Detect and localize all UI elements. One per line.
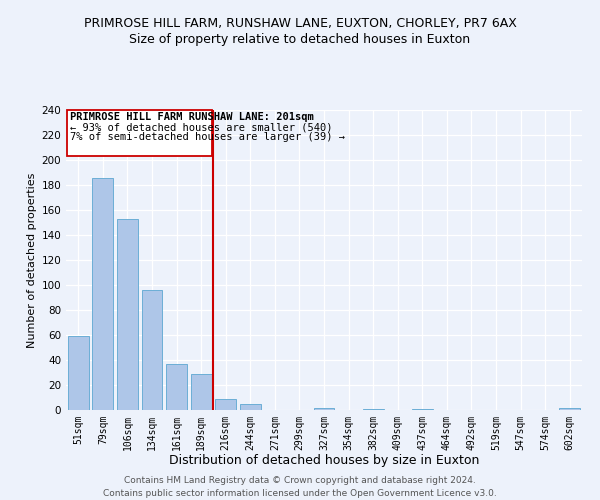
Text: Contains public sector information licensed under the Open Government Licence v3: Contains public sector information licen… <box>103 489 497 498</box>
Y-axis label: Number of detached properties: Number of detached properties <box>27 172 37 348</box>
Bar <box>117 219 138 410</box>
X-axis label: Distribution of detached houses by size in Euxton: Distribution of detached houses by size … <box>169 454 479 468</box>
Bar <box>191 374 212 410</box>
Bar <box>240 404 261 410</box>
Bar <box>166 364 187 410</box>
Bar <box>142 290 163 410</box>
Text: PRIMROSE HILL FARM, RUNSHAW LANE, EUXTON, CHORLEY, PR7 6AX: PRIMROSE HILL FARM, RUNSHAW LANE, EUXTON… <box>83 18 517 30</box>
Bar <box>412 409 433 410</box>
Bar <box>92 178 113 410</box>
Text: 7% of semi-detached houses are larger (39) →: 7% of semi-detached houses are larger (3… <box>70 132 344 142</box>
Text: Size of property relative to detached houses in Euxton: Size of property relative to detached ho… <box>130 32 470 46</box>
Text: Contains HM Land Registry data © Crown copyright and database right 2024.: Contains HM Land Registry data © Crown c… <box>124 476 476 485</box>
Bar <box>68 336 89 410</box>
Bar <box>314 408 334 410</box>
Text: PRIMROSE HILL FARM RUNSHAW LANE: 201sqm: PRIMROSE HILL FARM RUNSHAW LANE: 201sqm <box>70 112 313 122</box>
Text: ← 93% of detached houses are smaller (540): ← 93% of detached houses are smaller (54… <box>70 122 332 132</box>
Bar <box>362 409 383 410</box>
Bar <box>215 399 236 410</box>
FancyBboxPatch shape <box>67 110 212 156</box>
Bar <box>559 408 580 410</box>
